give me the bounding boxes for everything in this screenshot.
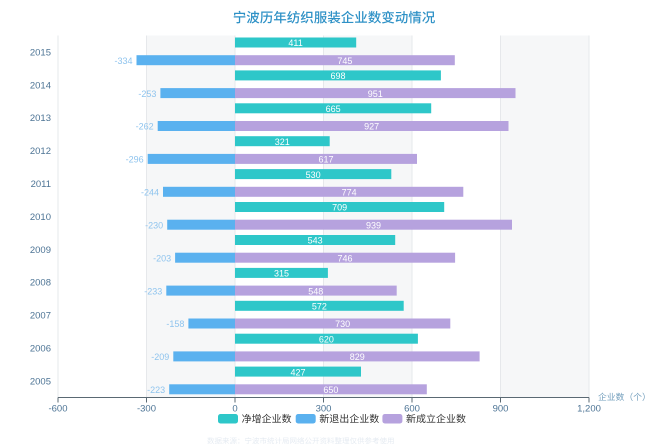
svg-text:548: 548	[308, 286, 323, 296]
svg-text:2012: 2012	[30, 146, 51, 157]
svg-text:427: 427	[290, 367, 305, 377]
svg-text:927: 927	[364, 122, 379, 132]
svg-text:543: 543	[308, 236, 323, 246]
svg-text:2015: 2015	[30, 47, 51, 58]
svg-text:620: 620	[319, 334, 334, 344]
svg-text:829: 829	[350, 352, 365, 362]
svg-text:650: 650	[323, 385, 338, 395]
svg-text:1,200: 1,200	[577, 404, 601, 415]
svg-text:2006: 2006	[30, 344, 51, 355]
svg-text:0: 0	[232, 404, 237, 415]
svg-text:-209: -209	[151, 352, 169, 362]
svg-text:-334: -334	[114, 56, 132, 66]
svg-text:2014: 2014	[30, 80, 51, 91]
svg-text:-230: -230	[145, 220, 163, 230]
svg-text:730: 730	[335, 319, 350, 329]
svg-text:-300: -300	[137, 404, 156, 415]
svg-text:2005: 2005	[30, 376, 51, 387]
svg-text:745: 745	[337, 56, 352, 66]
svg-text:774: 774	[342, 188, 357, 198]
svg-text:2007: 2007	[30, 311, 51, 322]
svg-text:-223: -223	[147, 385, 165, 395]
svg-text:-296: -296	[126, 155, 144, 165]
svg-text:-158: -158	[166, 319, 184, 329]
svg-text:321: 321	[275, 137, 290, 147]
svg-text:746: 746	[337, 253, 352, 263]
svg-text:315: 315	[274, 269, 289, 279]
svg-text:-233: -233	[144, 286, 162, 296]
svg-text:411: 411	[288, 38, 302, 48]
svg-text:951: 951	[368, 89, 383, 99]
svg-text:530: 530	[306, 170, 321, 180]
svg-text:300: 300	[316, 404, 332, 415]
svg-text:617: 617	[318, 155, 333, 165]
svg-text:2013: 2013	[30, 113, 51, 124]
svg-text:698: 698	[330, 71, 345, 81]
svg-text:2008: 2008	[30, 278, 51, 289]
svg-text:900: 900	[493, 404, 509, 415]
svg-text:-253: -253	[138, 89, 156, 99]
svg-text:-262: -262	[136, 122, 154, 132]
svg-text:572: 572	[312, 302, 327, 312]
svg-text:600: 600	[404, 404, 420, 415]
svg-text:-244: -244	[141, 188, 159, 198]
svg-text:2009: 2009	[30, 245, 51, 256]
svg-text:709: 709	[332, 203, 347, 213]
svg-text:-203: -203	[153, 253, 171, 263]
svg-text:665: 665	[326, 104, 341, 114]
svg-text:-600: -600	[48, 404, 67, 415]
svg-text:2011: 2011	[31, 179, 51, 190]
svg-text:2010: 2010	[30, 212, 51, 223]
svg-text:939: 939	[366, 220, 381, 230]
